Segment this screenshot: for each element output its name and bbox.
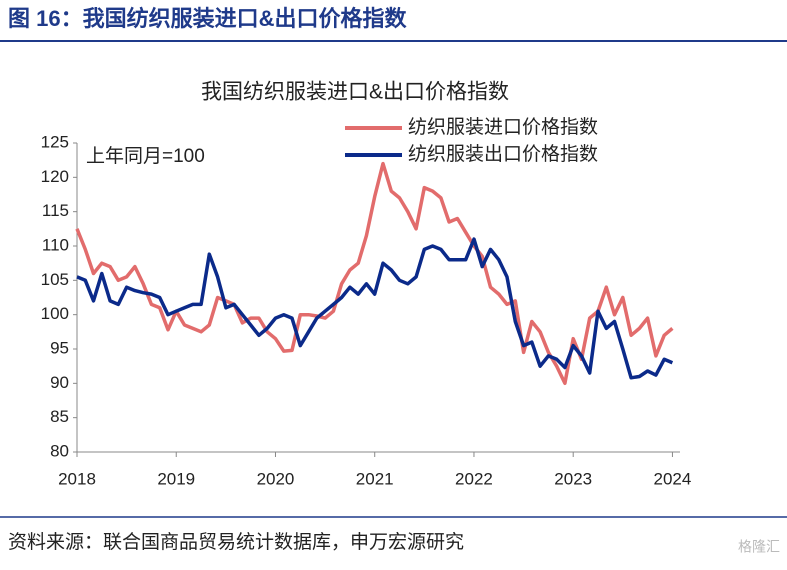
x-tick-label: 2024 bbox=[654, 469, 692, 488]
legend-label: 纺织服装进口价格指数 bbox=[408, 116, 598, 138]
x-tick-label: 2018 bbox=[58, 469, 96, 488]
series-line bbox=[75, 161, 674, 386]
watermark: 格隆汇 bbox=[738, 539, 780, 555]
y-tick-label: 85 bbox=[50, 407, 69, 426]
annotation: 上年同月=100 bbox=[86, 145, 205, 167]
y-tick-label: 90 bbox=[50, 373, 69, 392]
y-tick-label: 110 bbox=[42, 235, 69, 254]
figure-header: 图 16：我国纺织服装进口&出口价格指数 bbox=[8, 6, 407, 31]
y-tick-label: 120 bbox=[41, 167, 69, 186]
y-tick-label: 125 bbox=[41, 132, 69, 151]
x-tick-label: 2019 bbox=[157, 469, 195, 488]
y-tick-label: 100 bbox=[41, 304, 69, 323]
y-tick-label: 105 bbox=[41, 270, 69, 289]
series-line bbox=[76, 237, 674, 380]
y-tick-label: 95 bbox=[50, 338, 69, 357]
x-tick-label: 2020 bbox=[257, 469, 295, 488]
source: 资料来源：联合国商品贸易统计数据库，申万宏源研究 bbox=[8, 531, 464, 553]
chart-title: 我国纺织服装进口&出口价格指数 bbox=[201, 81, 509, 104]
x-tick-label: 2021 bbox=[356, 469, 394, 488]
legend-label: 纺织服装出口价格指数 bbox=[408, 143, 598, 165]
x-tick-label: 2023 bbox=[554, 469, 592, 488]
y-tick-label: 80 bbox=[50, 441, 69, 460]
y-tick-label: 115 bbox=[42, 201, 69, 220]
x-tick-label: 2022 bbox=[455, 469, 493, 488]
